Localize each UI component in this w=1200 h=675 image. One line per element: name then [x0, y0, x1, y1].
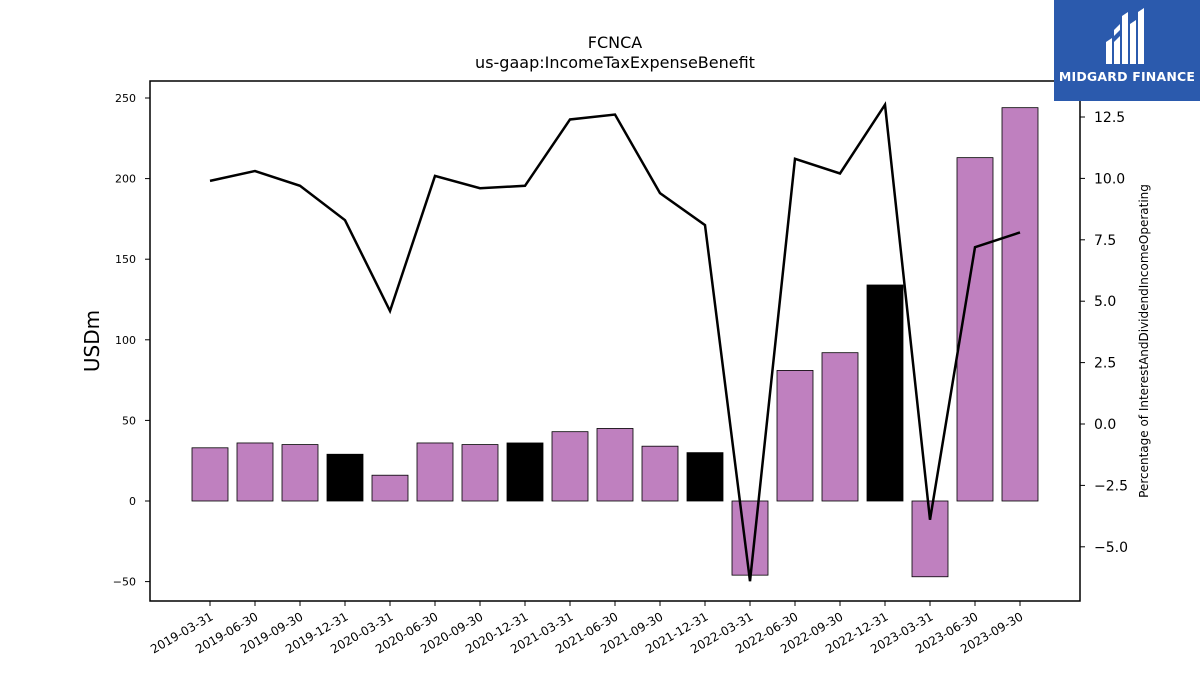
- bar-2023-09-30: [1001, 107, 1039, 502]
- y-tick-label: −50: [113, 576, 136, 589]
- bar-2020-09-30: [461, 444, 499, 502]
- left-axis: −50 0 50 100 150 200 250: [113, 92, 150, 589]
- y-axis-label: USDm: [80, 310, 104, 372]
- bar-2023-03-31: [911, 500, 949, 578]
- y2-tick-label: 12.5: [1094, 110, 1125, 126]
- bars-layer: [191, 107, 1039, 578]
- y2-tick-label: 2.5: [1094, 356, 1116, 372]
- bar-2019-03-31: [191, 447, 229, 502]
- right-axis: −5.0 −2.5 0.0 2.5 5.0 7.5 10.0 12.5: [1080, 110, 1128, 556]
- bar-2022-03-31: [731, 500, 769, 576]
- y2-tick-label: 7.5: [1094, 233, 1116, 249]
- bar-2021-12-31: [686, 452, 724, 502]
- bar-2019-09-30: [281, 444, 319, 502]
- bar-2023-06-30: [956, 157, 994, 502]
- bar-2021-03-31: [551, 431, 589, 502]
- bar-2021-06-30: [596, 428, 634, 502]
- y-tick-label: 0: [129, 495, 136, 508]
- line-layer: [209, 101, 1021, 582]
- y2-tick-label: 0.0: [1094, 417, 1116, 433]
- chart-subtitle: us-gaap:IncomeTaxExpenseBenefit: [475, 53, 755, 72]
- y2-tick-label: −2.5: [1094, 478, 1128, 494]
- bar-2020-12-31: [506, 442, 544, 502]
- y2-tick-label: 5.0: [1094, 294, 1116, 310]
- bar-2022-06-30: [776, 370, 814, 502]
- bar-2022-09-30: [821, 352, 859, 502]
- bar-2019-06-30: [236, 442, 274, 502]
- y2-axis-label: Percentage of InterestAndDividendIncomeO…: [1137, 184, 1151, 498]
- bar-2020-06-30: [416, 442, 454, 502]
- brand-logo: MIDGARD FINANCE: [1054, 0, 1200, 101]
- logo-text: MIDGARD FINANCE: [1058, 69, 1196, 84]
- y2-tick-label: 10.0: [1094, 171, 1125, 187]
- y2-tick-label: −5.0: [1094, 540, 1128, 556]
- bar-2019-12-31: [326, 453, 364, 502]
- bar-2020-03-31: [371, 474, 409, 502]
- x-axis: 2019-03-312019-06-302019-09-302019-12-31…: [148, 601, 1026, 656]
- y-tick-label: 250: [115, 92, 136, 105]
- y-tick-label: 100: [115, 334, 136, 347]
- logo-icon: [1106, 8, 1144, 64]
- bar-2021-09-30: [641, 445, 679, 502]
- bar-2022-12-31: [866, 284, 904, 502]
- y-tick-label: 50: [122, 414, 136, 427]
- y-tick-label: 200: [115, 173, 136, 186]
- ratio-line: [209, 101, 1021, 582]
- chart-title: FCNCA: [588, 33, 643, 52]
- y-tick-label: 150: [115, 253, 136, 266]
